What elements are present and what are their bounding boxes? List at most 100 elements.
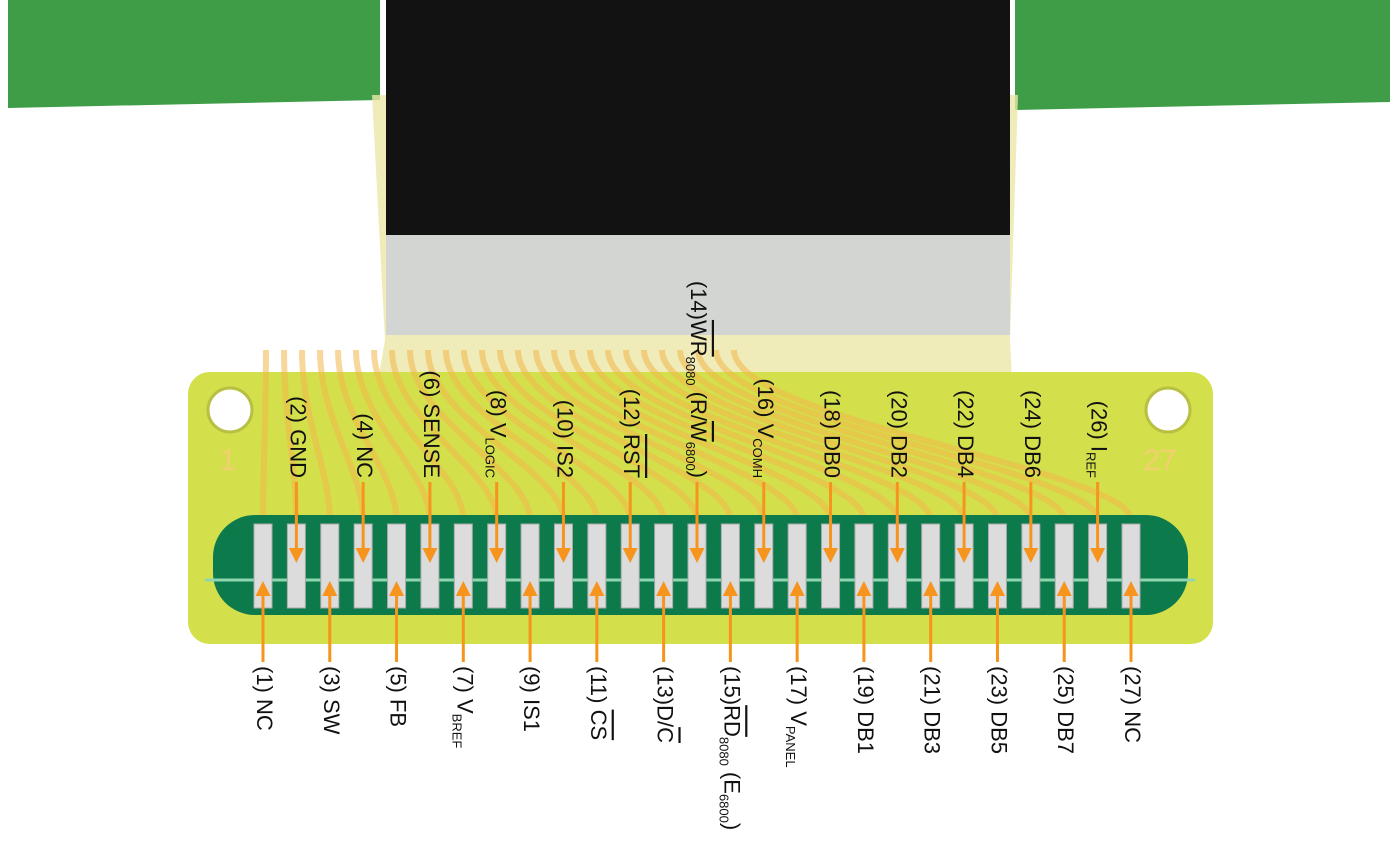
label-part: (R/ [686,386,711,422]
pin-label: (1) NC [252,666,277,731]
label-part: 6800 [716,794,731,823]
traces [260,349,1134,521]
pin-label: (16) VCOMH [750,378,778,478]
trace [605,349,901,521]
trace [260,349,269,521]
pin-label: (13)D/C [653,666,678,743]
label-part: ) [686,471,711,478]
label-part: COMH [750,438,765,478]
trace [317,349,367,521]
trace [569,349,834,521]
label-part: (10) IS2 [553,400,578,478]
pin-label: (26) IREF [1084,401,1112,478]
pin-label: (24) DB6 [1020,390,1045,478]
label-part: (12) [619,389,644,434]
trace [407,349,534,521]
mount-hole [1144,386,1192,434]
label-part: C [653,727,678,743]
label-part: (5) FB [386,666,411,727]
trace [443,349,600,521]
label-part: (23) DB5 [987,666,1012,754]
label-part: (16) V [753,378,778,438]
pin-label: (12) RST [619,389,644,478]
trace [623,349,934,521]
pins: (1) NC (2) GND (3) SW (4) NC (5) FB (6) SENSE… [252,281,1145,830]
label-part: (8) V [486,390,511,438]
label-part: 8080 [683,357,698,386]
label-part: (E [720,766,745,794]
board-mark: 1 [220,444,237,477]
label-part: (4) NC [352,413,377,478]
label-part: (13)D/ [653,666,678,728]
pin-label: (27) NC [1120,666,1145,743]
label-part: (7) V [452,666,477,714]
label-part: (25) DB7 [1053,666,1078,754]
trace [551,349,801,521]
trace [515,349,734,521]
pin-label: (23) DB5 [987,666,1012,754]
label-part: (1) NC [252,666,277,731]
pin-label: (21) DB3 [920,666,945,754]
pin-label: (8) VLOGIC [483,390,511,478]
trace [533,349,767,521]
label-part: (17) V [786,666,811,726]
pin-label: (11) CS [586,666,611,740]
pin-label: (14)WR8080 (R/W6800) [683,281,711,478]
label-part: (3) SW [319,666,344,735]
trace [731,349,1134,521]
label-part: (2) GND [286,396,311,478]
label-part: (24) DB6 [1020,390,1045,478]
label-part: REF [1084,452,1099,478]
pin-label: (2) GND [286,396,311,478]
label-part: RST [619,434,644,478]
ribbon-black [386,0,1010,235]
label-part: (9) IS1 [519,666,544,732]
label-part: (22) DB4 [953,390,978,478]
pin-label: (20) DB2 [886,390,911,478]
label-part: (26) I [1087,401,1112,452]
label-part: (18) DB0 [820,390,845,478]
label-part: RD [720,705,745,737]
pin-label: (6) SENSE [419,370,444,478]
pin-label: (10) IS2 [553,400,578,478]
trace [299,349,333,521]
trace [479,349,667,521]
trace [425,349,567,521]
pin-label: (17) VPANEL [783,666,811,768]
pin-label: (15)RD8080 (E6800) [716,666,744,830]
pcb-right [1015,0,1390,110]
label-part: 6800 [683,442,698,471]
label-part: (19) DB1 [853,666,878,754]
trace [461,349,634,521]
label-part: (6) SENSE [419,370,444,478]
pin-label: (9) IS1 [519,666,544,732]
pin-label: (5) FB [386,666,411,727]
trace [371,349,467,521]
label-part: PANEL [783,726,798,768]
label-part: BREF [449,714,464,749]
trace [389,349,500,521]
ribbon-clear [386,235,1010,335]
label-part: (11) [586,666,611,710]
trace [497,349,700,521]
trace [695,349,1068,521]
trace [641,349,968,521]
pin-label: (18) DB0 [820,390,845,478]
label-part: (27) NC [1120,666,1145,743]
pin-label: (22) DB4 [953,390,978,478]
label-part: WR [686,320,711,357]
trace [353,349,433,521]
pin-label: (4) NC [352,413,377,478]
trace [713,349,1101,521]
label-part: (20) DB2 [886,390,911,478]
board-mark: 27 [1143,444,1176,477]
label-part: 8080 [716,737,731,766]
trace [587,349,867,521]
pin-label: (19) DB1 [853,666,878,754]
label-part: (15) [720,666,745,705]
pin-label: (25) DB7 [1053,666,1078,754]
label-part: W [686,421,711,442]
pin-label: (7) VBREF [449,666,477,748]
pin-label: (3) SW [319,666,344,735]
